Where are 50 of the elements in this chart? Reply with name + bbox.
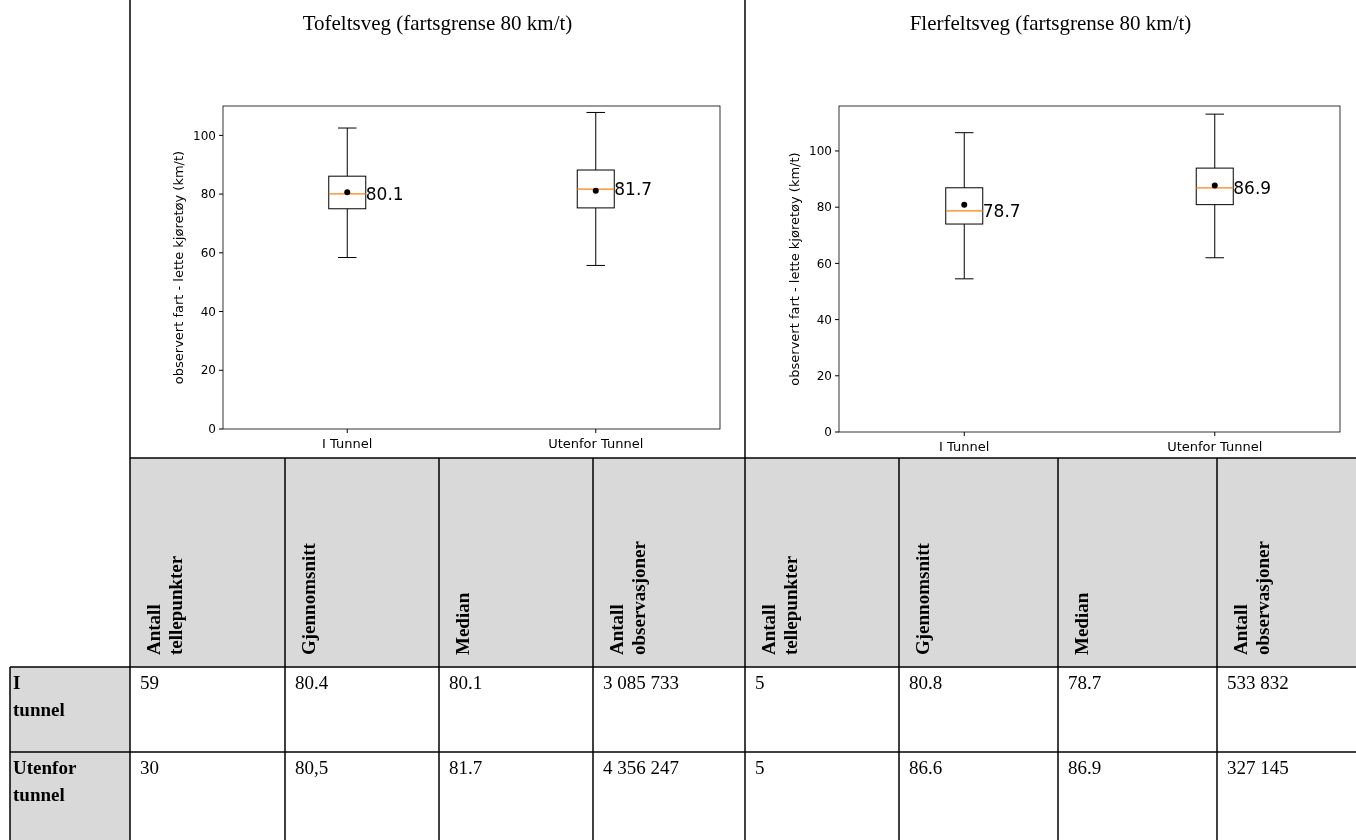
category-label: Antall tellepunkter	[143, 555, 186, 655]
category-label: Gjennomsnitt	[912, 542, 933, 655]
y-tick-label: 60	[816, 256, 832, 271]
y-axis-title: observert fart - lette kjøretøy (km/t)	[171, 150, 186, 385]
y-tick-label: 0	[824, 425, 832, 440]
y-tick-label: 40	[816, 312, 832, 327]
text: 86.6	[909, 757, 943, 778]
y-tick-label: 100	[193, 128, 216, 143]
text: 30	[140, 757, 159, 778]
x-tick-label: I Tunnel	[322, 436, 373, 451]
text: 3 085 733	[603, 672, 679, 693]
text: 81.7	[449, 757, 483, 778]
category-label: Median	[1071, 592, 1092, 655]
category-label: Gjennomsnitt	[298, 542, 319, 655]
text: 80.8	[909, 672, 943, 693]
text: 5	[755, 757, 765, 778]
y-tick-label: 80	[816, 200, 832, 215]
y-tick-label: 20	[816, 368, 832, 383]
category-label: I tunnel	[13, 672, 65, 720]
text: 80.4	[295, 672, 329, 693]
y-tick-label: 60	[200, 246, 216, 261]
category-label: Antall observasjoner	[1230, 540, 1273, 655]
category-label: Median	[452, 592, 473, 655]
category-label: Antall tellepunkter	[758, 555, 801, 655]
text: 80.1	[449, 672, 483, 693]
chart-title: Flerfeltsveg (fartsgrense 80 km/t)	[909, 11, 1192, 35]
text: 327 145	[1227, 757, 1289, 778]
annotation: 80.1	[365, 183, 404, 204]
y-tick-label: 40	[200, 304, 216, 319]
y-tick-label: 100	[809, 144, 832, 159]
x-tick-label: Utenfor Tunnel	[1167, 439, 1263, 454]
annotation: 81.7	[614, 179, 653, 200]
y-tick-label: 20	[200, 363, 216, 378]
category-label: Antall observasjoner	[606, 540, 649, 655]
text: 4 356 247	[603, 757, 679, 778]
text: 78.7	[1068, 672, 1102, 693]
text: 86.9	[1068, 757, 1102, 778]
y-tick-label: 0	[208, 422, 216, 437]
text: 5	[755, 672, 765, 693]
y-axis-title: observert fart - lette kjøretøy (km/t)	[787, 152, 802, 386]
annotation: 78.7	[982, 200, 1021, 221]
text: 59	[140, 672, 159, 693]
y-tick-label: 80	[200, 187, 216, 202]
x-tick-label: I Tunnel	[939, 439, 990, 454]
chart-title: Tofeltsveg (fartsgrense 80 km/t)	[302, 11, 573, 35]
annotation: 86.9	[1233, 177, 1272, 198]
text: 80,5	[295, 757, 329, 778]
category-label: Utenfor tunnel	[13, 757, 77, 805]
text: 533 832	[1227, 672, 1289, 693]
x-tick-label: Utenfor Tunnel	[548, 436, 644, 451]
